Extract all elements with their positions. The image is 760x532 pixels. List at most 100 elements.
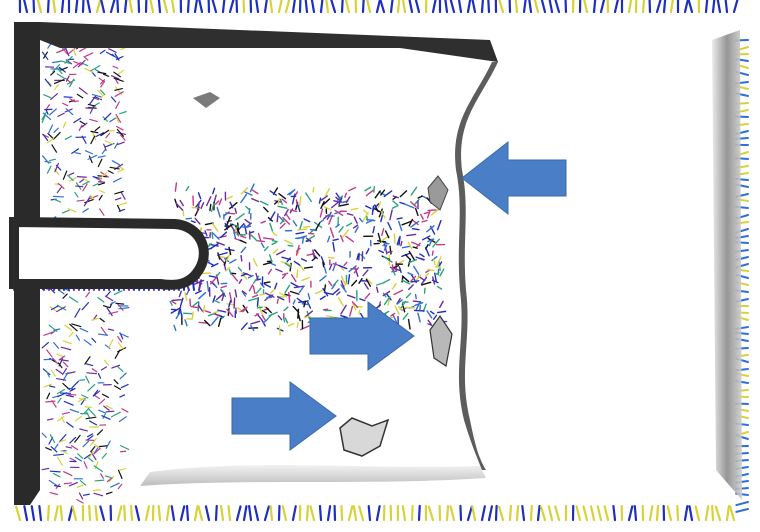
vector-glyph: [439, 300, 444, 309]
vector-glyph: [281, 505, 288, 522]
vector-glyph: [88, 450, 94, 459]
vector-glyph: [337, 297, 344, 307]
vector-glyph: [211, 231, 220, 240]
vector-glyph: [240, 322, 248, 331]
vector-glyph: [214, 200, 220, 205]
vector-glyph: [47, 124, 54, 134]
vector-glyph: [392, 200, 399, 207]
vector-glyph: [267, 268, 273, 275]
vector-glyph: [384, 230, 390, 239]
vector-glyph: [415, 300, 421, 311]
vector-glyph: [213, 310, 220, 314]
vector-glyph: [327, 256, 335, 259]
vector-glyph: [296, 322, 299, 328]
vector-glyph: [414, 293, 417, 300]
vector-glyph: [225, 266, 231, 272]
vector-glyph: [305, 237, 312, 243]
vector-glyph: [76, 176, 87, 178]
vector-glyph: [330, 0, 337, 14]
vector-glyph: [196, 201, 201, 213]
vector-glyph: [687, 0, 694, 14]
vector-glyph: [359, 298, 366, 302]
vector-glyph: [79, 480, 87, 486]
vector-glyph: [387, 250, 393, 254]
vector-glyph: [97, 182, 106, 186]
vector-glyph: [278, 192, 287, 200]
vector-glyph: [324, 188, 331, 197]
vector-glyph: [323, 284, 327, 291]
vector-glyph: [384, 243, 388, 255]
vector-glyph: [118, 416, 127, 423]
vector-glyph: [263, 206, 269, 213]
vector-glyph: [98, 409, 106, 414]
vector-glyph: [41, 432, 47, 438]
vector-glyph: [309, 228, 315, 234]
vector-glyph: [53, 472, 61, 478]
annotation-arrow: [231, 381, 337, 451]
vector-glyph: [43, 383, 52, 388]
vector-glyph: [235, 505, 242, 522]
vector-glyph: [292, 299, 296, 305]
vector-glyph: [466, 0, 472, 14]
iso-surface-ribbon: [455, 62, 498, 470]
vector-glyph: [323, 266, 327, 274]
vector-glyph: [365, 248, 370, 255]
vector-glyph: [325, 0, 330, 14]
vector-glyph: [97, 71, 107, 75]
vector-glyph: [704, 505, 710, 522]
vector-glyph: [396, 0, 401, 14]
vector-glyph: [49, 491, 58, 496]
vector-glyph: [62, 361, 69, 368]
vector-glyph: [71, 380, 80, 389]
vector-glyph: [419, 213, 424, 220]
vector-glyph: [95, 0, 102, 14]
vector-glyph: [191, 311, 194, 319]
vector-glyph: [99, 172, 108, 180]
vector-glyph: [117, 335, 123, 343]
vector-glyph: [50, 305, 59, 311]
vector-glyph: [47, 81, 53, 87]
vector-glyph: [204, 505, 211, 522]
vector-glyph: [45, 400, 56, 403]
vector-glyph: [344, 192, 348, 198]
vector-glyph: [74, 0, 79, 14]
vector-glyph: [202, 304, 206, 314]
vector-glyph: [613, 0, 619, 14]
vector-glyph: [121, 408, 129, 413]
vector-glyph: [627, 0, 633, 14]
vector-glyph: [197, 304, 204, 312]
vector-glyph: [120, 192, 126, 200]
vector-glyph: [217, 309, 227, 313]
vector-glyph: [67, 174, 74, 182]
vector-glyph: [286, 257, 291, 263]
vector-glyph: [105, 405, 113, 410]
vector-glyph: [214, 299, 220, 304]
vector-glyph: [52, 0, 57, 14]
vector-glyph: [414, 0, 421, 14]
vector-glyph: [305, 504, 310, 522]
vector-glyph: [221, 293, 225, 301]
vector-glyph: [114, 190, 124, 195]
vector-glyph: [240, 307, 246, 313]
vector-glyph: [114, 91, 124, 97]
vector-glyph: [41, 113, 47, 123]
vector-glyph: [263, 281, 271, 284]
vector-glyph: [220, 505, 225, 522]
vector-glyph: [261, 309, 267, 314]
vector-glyph: [410, 504, 414, 522]
vector-glyph: [83, 55, 89, 61]
vector-glyph: [97, 373, 102, 379]
vector-glyph: [210, 316, 219, 326]
vector-glyph: [198, 292, 207, 300]
vector-glyph: [97, 155, 106, 158]
vector-glyph: [583, 0, 589, 14]
annotation-arrows: [231, 140, 567, 451]
vector-glyph: [322, 308, 329, 311]
vector-glyph: [174, 182, 178, 192]
vector-glyph: [103, 305, 110, 309]
vector-glyph: [108, 48, 117, 53]
vector-glyph: [42, 133, 49, 141]
vector-glyph: [439, 268, 445, 277]
vector-glyph: [113, 290, 123, 296]
vector-glyph: [314, 289, 323, 295]
